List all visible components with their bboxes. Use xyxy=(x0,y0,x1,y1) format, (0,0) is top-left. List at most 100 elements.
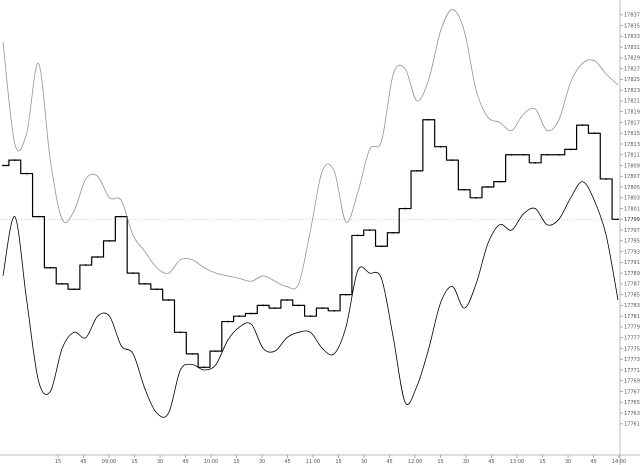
x-tick-label: 15 xyxy=(233,459,239,465)
y-tick-label: 17797 xyxy=(624,228,640,234)
price-point xyxy=(37,215,40,218)
price-point xyxy=(155,288,158,291)
y-tick-label: 17819 xyxy=(624,109,640,115)
series-band-upper-line xyxy=(2,9,619,290)
y-tick-label: 17771 xyxy=(624,368,640,374)
price-point xyxy=(49,266,52,269)
x-tick-label: 15 xyxy=(539,459,545,465)
x-tick-label: 45 xyxy=(590,459,596,465)
price-point xyxy=(262,304,265,307)
price-point xyxy=(356,234,359,237)
price-point xyxy=(416,169,418,172)
price-point xyxy=(487,186,489,188)
price-point xyxy=(226,320,229,323)
x-tick-label: 15 xyxy=(335,459,341,465)
x-tick-label: 14:00 xyxy=(612,459,626,465)
price-point xyxy=(84,264,87,266)
price-point xyxy=(61,282,64,285)
y-tick-label: 17823 xyxy=(624,88,640,94)
y-tick-label: 17783 xyxy=(624,303,640,309)
price-point xyxy=(546,153,548,156)
y-tick-label: 17769 xyxy=(624,379,640,385)
x-tick-label: 30 xyxy=(361,459,367,465)
y-tick-label: 17829 xyxy=(624,56,640,62)
y-tick-label: 17811 xyxy=(624,153,640,159)
price-point xyxy=(238,315,241,318)
price-point xyxy=(297,304,300,307)
y-tick-label: 17767 xyxy=(624,389,640,395)
y-tick-label: 17831 xyxy=(624,45,640,51)
price-point xyxy=(569,148,572,151)
price-point xyxy=(250,312,253,315)
price-point xyxy=(534,161,537,164)
price-point xyxy=(605,178,608,180)
price-point xyxy=(380,245,383,248)
price-point xyxy=(321,307,324,309)
series-price-line xyxy=(3,119,618,368)
price-point xyxy=(96,256,99,258)
y-tick-label: 17825 xyxy=(624,77,640,83)
y-tick-label: 17799 xyxy=(624,217,640,223)
y-tick-label: 17777 xyxy=(624,335,640,341)
y-tick-label: 17833 xyxy=(624,34,640,40)
y-tick-label: 17785 xyxy=(624,292,640,298)
series-band-lower-line xyxy=(2,181,619,418)
price-point xyxy=(522,153,525,156)
y-tick-label: 17807 xyxy=(624,174,640,180)
y-tick-label: 17763 xyxy=(624,411,640,417)
current-value-label: 17799 xyxy=(624,217,640,223)
y-tick-label: 17837 xyxy=(624,13,640,19)
x-tick-label: 13:00 xyxy=(510,459,524,465)
x-tick-label: 11:00 xyxy=(306,459,320,465)
price-point xyxy=(274,307,276,309)
x-tick-label: 45 xyxy=(386,459,392,465)
price-point xyxy=(108,239,111,242)
y-tick-label: 17795 xyxy=(624,239,640,245)
y-tick-label: 17765 xyxy=(624,400,640,406)
x-tick-label: 45 xyxy=(488,459,494,465)
y-tick-label: 17787 xyxy=(624,282,640,288)
price-point xyxy=(25,172,28,175)
x-tick-label: 30 xyxy=(565,459,571,465)
y-tick-label: 17809 xyxy=(624,163,640,169)
y-tick-label: 17761 xyxy=(624,422,640,428)
x-tick-label: 30 xyxy=(157,459,163,465)
price-point xyxy=(191,352,194,355)
x-tick-label: 15 xyxy=(55,459,61,465)
price-point xyxy=(404,207,407,210)
x-tick-label: 30 xyxy=(259,459,265,465)
price-point xyxy=(557,153,560,156)
price-point xyxy=(285,299,288,301)
price-point xyxy=(427,118,430,121)
x-tick-label: 09:00 xyxy=(102,459,116,465)
price-point xyxy=(510,153,513,156)
x-tick-label: 12:00 xyxy=(408,459,422,465)
y-tick-label: 17773 xyxy=(624,357,640,363)
price-point xyxy=(498,180,501,183)
price-point xyxy=(593,132,596,135)
y-tick-label: 17827 xyxy=(624,66,640,72)
x-tick-label: 45 xyxy=(80,459,86,465)
price-point xyxy=(309,315,312,318)
x-tick-label: 30 xyxy=(463,459,469,465)
x-tick-label: 15 xyxy=(131,459,137,465)
price-point xyxy=(345,293,347,296)
y-tick-label: 17793 xyxy=(624,249,640,255)
price-point xyxy=(581,124,584,127)
y-tick-label: 17817 xyxy=(624,120,640,126)
price-point xyxy=(144,282,146,285)
price-point xyxy=(475,196,477,199)
price-point xyxy=(179,331,182,334)
y-tick-label: 17803 xyxy=(624,196,640,202)
y-tick-label: 17791 xyxy=(624,260,640,266)
price-point xyxy=(392,231,395,234)
x-tick-label: 10:00 xyxy=(204,459,218,465)
price-point xyxy=(333,309,336,312)
y-tick-label: 17781 xyxy=(624,314,640,320)
y-tick-label: 17813 xyxy=(624,142,640,148)
y-tick-label: 17805 xyxy=(624,185,640,191)
y-tick-label: 17835 xyxy=(624,23,640,29)
x-tick-label: 45 xyxy=(182,459,188,465)
price-point xyxy=(2,164,4,167)
